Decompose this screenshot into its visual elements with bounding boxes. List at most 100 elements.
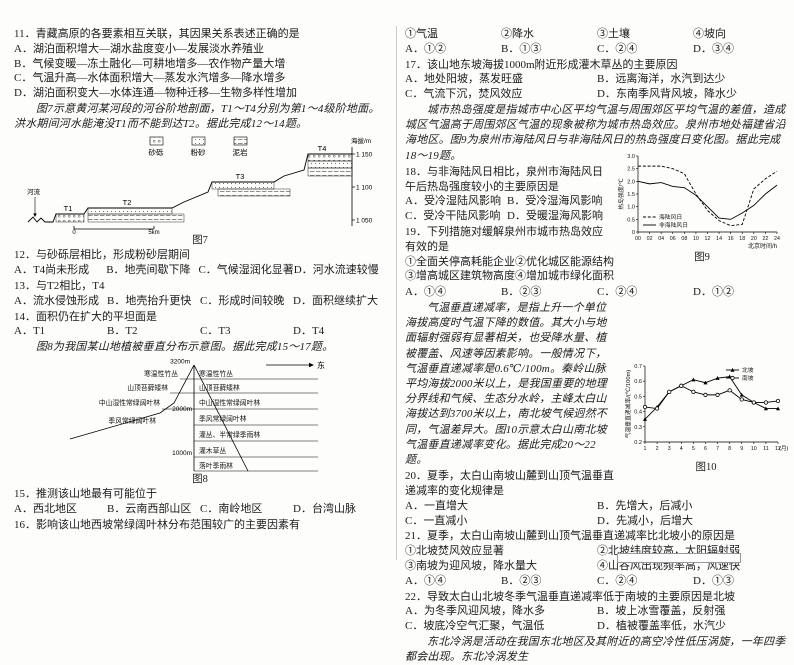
option: B．②③ xyxy=(501,285,597,300)
axis-label: 海拔/m xyxy=(351,136,371,145)
option: ④坡向 xyxy=(693,27,789,42)
intro-23: 东北冷涡是活动在我国东北地区及其附近的高空冷性低压涡旋，一年四季都会出现。东北冷… xyxy=(405,635,789,665)
option: C．坡底冷空气汇聚，气温低 xyxy=(405,619,597,634)
option: C．南岭地区 xyxy=(200,502,293,517)
legend-swatch-gravel xyxy=(150,137,163,145)
figure-caption: 图9 xyxy=(615,252,789,264)
vegetation-zone-label: 山顶苔藓矮林 xyxy=(127,383,168,392)
svg-text:1: 1 xyxy=(644,446,647,452)
svg-text:9: 9 xyxy=(740,446,743,452)
axis-tick: 1 100 xyxy=(356,185,373,192)
elevation-label: 1000m xyxy=(172,450,192,457)
question-stem: 13．与T2相比，T4 xyxy=(14,279,386,294)
terrace-label: T2 xyxy=(123,198,132,207)
question-stem: 14．面积仍在扩大的平坦面是 xyxy=(14,310,386,325)
option: ③增高城区建筑物高度 xyxy=(405,269,515,284)
svg-text:22: 22 xyxy=(762,236,768,242)
svg-text:20: 20 xyxy=(751,236,757,242)
svg-text:0.4: 0.4 xyxy=(634,410,642,416)
legend-label: 砂砾 xyxy=(149,147,164,157)
vegetation-zone-label: 中山湿性常绿阔叶林 xyxy=(199,398,260,407)
svg-text:00: 00 xyxy=(635,236,641,242)
svg-text:0.3: 0.3 xyxy=(634,425,642,431)
svg-text:1.0: 1.0 xyxy=(627,204,635,210)
question-16-stem: 16．影响该山地西坡常绿阔叶林分布范围较广的主要因素有 xyxy=(14,518,386,533)
svg-text:02: 02 xyxy=(647,236,653,242)
mountain-vegetation-diagram: 3200m 2000m 1000m 东 寒温性竹丛山顶苔藓矮林中山湿性常绿阔叶林… xyxy=(68,357,333,473)
option: A．受冷湿陆风影响 xyxy=(405,194,507,209)
axis-tick: 1 050 xyxy=(356,218,373,225)
vegetation-zone-label: 季风常绿阔叶林 xyxy=(108,416,156,425)
east-arrow-icon xyxy=(309,363,314,367)
option: B．先增大，后减小 xyxy=(597,499,789,514)
option: A．①② xyxy=(405,42,501,57)
question-stem: 21．夏季，太白山南坡山麓到山顶气温垂直递减率比北坡小的原因是 xyxy=(405,529,789,544)
question-22: 22．导致太白山北坡冬季气温垂直递减率低于南坡的主要原因是北坡 A．为冬季风迎风… xyxy=(405,590,789,634)
svg-text:0.7: 0.7 xyxy=(634,364,642,370)
svg-text:热岛强度/℃: 热岛强度/℃ xyxy=(617,178,625,210)
svg-text:4: 4 xyxy=(680,446,683,452)
svg-text:7: 7 xyxy=(716,446,719,452)
vegetation-zone-label: 寒温性竹丛 xyxy=(199,369,233,378)
legend-label: 粉砂 xyxy=(191,147,206,157)
vegetation-zone-label: 寒温性竹丛 xyxy=(144,369,178,378)
figure-caption: 图8 xyxy=(14,474,386,486)
svg-text:8: 8 xyxy=(728,446,731,452)
option: D．受暖湿海风影响 xyxy=(507,209,609,224)
question-11: 11．青藏高原的各要素相互关联，其因果关系表述正确的是 A．湖泊面积增大—湖水盐… xyxy=(14,27,386,101)
option: B．地壳间歇下降 xyxy=(106,263,198,278)
option: D．面积继续扩大 xyxy=(293,294,386,309)
option: A．流水侵蚀形成 xyxy=(14,294,107,309)
svg-text:2.0: 2.0 xyxy=(627,179,635,185)
svg-text:18: 18 xyxy=(739,236,745,242)
option: C．气温升高—水体面积增大—蒸发水汽增多—降水增多 xyxy=(14,71,386,86)
svg-text:北京时间/h: 北京时间/h xyxy=(748,242,777,250)
scale-end: 5km xyxy=(148,230,159,234)
legend-swatch-mudstone xyxy=(234,137,247,145)
intro-12-14: 图7示意黄河某河段的河谷阶地剖面，T1～T4分别为第1～4级阶地面。洪水期间河水… xyxy=(14,102,386,132)
svg-text:24: 24 xyxy=(774,236,780,242)
svg-text:08: 08 xyxy=(681,236,687,242)
option: ②降水 xyxy=(501,27,597,42)
scale-start: 0 xyxy=(72,230,76,234)
svg-text:3: 3 xyxy=(668,446,671,452)
axis-tick: 1 150 xyxy=(356,152,373,159)
vegetation-zone-label: 季风常绿阔叶林 xyxy=(199,414,247,423)
svg-text:北坡: 北坡 xyxy=(742,366,754,374)
option: D．植被覆盖率低，水汽少 xyxy=(597,619,789,634)
svg-text:(月): (月) xyxy=(779,445,788,452)
option: A．西北地区 xyxy=(14,502,107,517)
option: C．气流下沉，焚风效应 xyxy=(405,87,597,102)
svg-text:海陆风日: 海陆风日 xyxy=(659,213,682,221)
option: C．一直减小 xyxy=(405,514,597,529)
option: B．②③ xyxy=(501,574,597,589)
option: B．受冷湿海风影响 xyxy=(507,194,609,209)
elevation-label: 2000m xyxy=(172,406,192,413)
option: D．先减小，后增大 xyxy=(597,514,789,529)
terrace-label: T3 xyxy=(236,172,245,181)
elevation-label: 3200m xyxy=(170,359,190,366)
option: A．地处阳坡，蒸发旺盛 xyxy=(405,72,597,87)
figure-caption: 图10 xyxy=(623,462,789,474)
svg-text:气温垂直递减率/(℃/100m): 气温垂直递减率/(℃/100m) xyxy=(624,370,632,439)
figure-8: 3200m 2000m 1000m 东 寒温性竹丛山顶苔藓矮林中山湿性常绿阔叶林… xyxy=(14,357,386,486)
option: D．河水流速较慢 xyxy=(294,263,386,278)
option: C．受冷干陆风影响 xyxy=(405,209,507,224)
terrace-label: T1 xyxy=(64,204,73,213)
svg-text:04: 04 xyxy=(658,236,664,242)
